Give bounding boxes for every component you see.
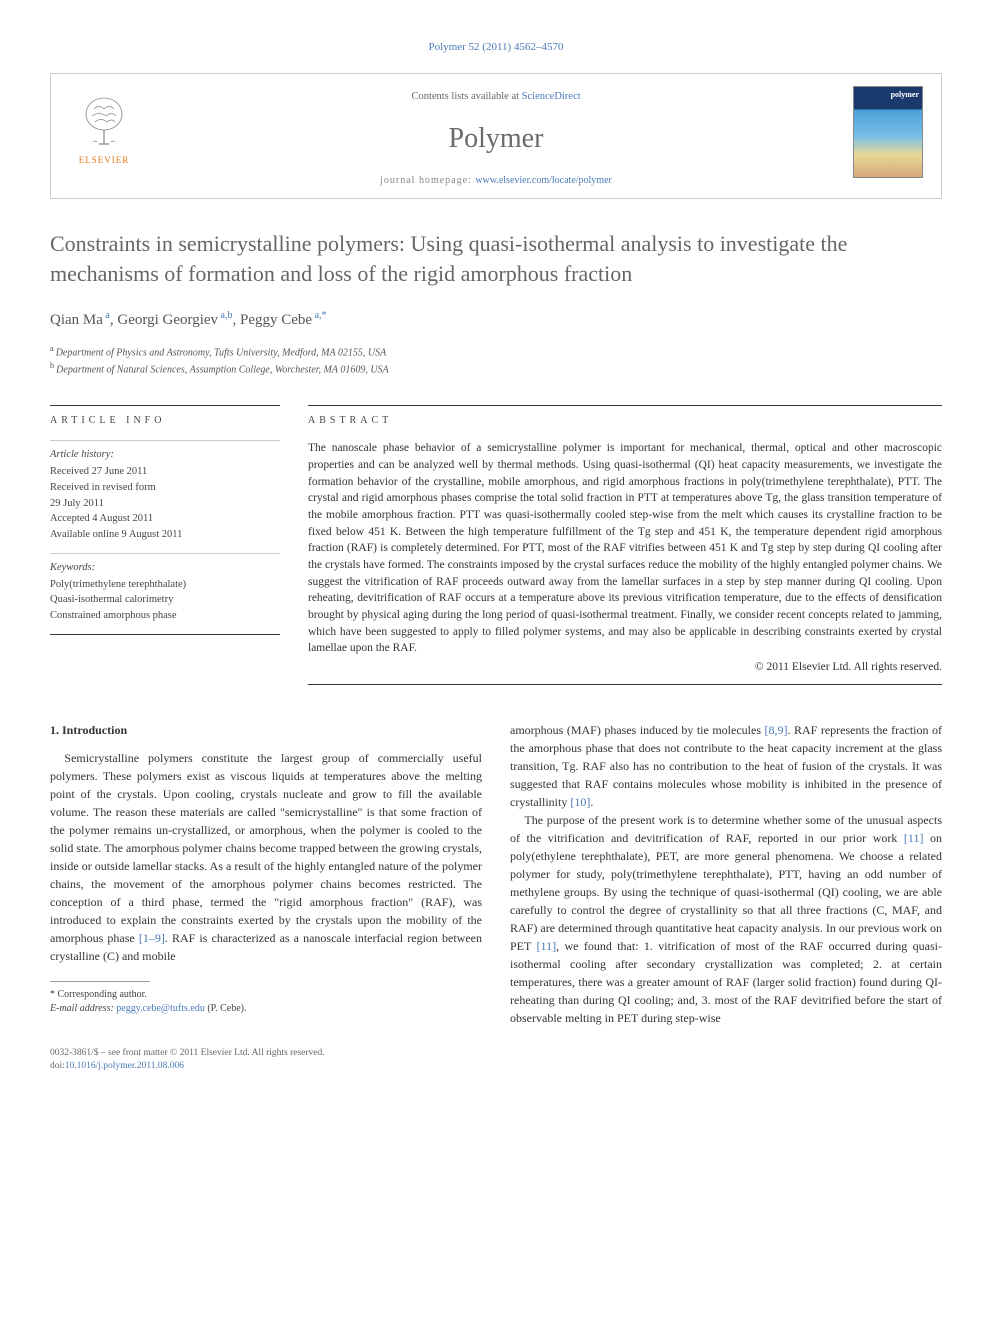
footer-line1: 0032-3861/$ – see front matter © 2011 El… bbox=[50, 1047, 942, 1060]
article-info-column: ARTICLE INFO Article history: Received 2… bbox=[50, 405, 280, 684]
keyword: Quasi-isothermal calorimetry bbox=[50, 592, 280, 608]
section-heading: 1. Introduction bbox=[50, 721, 482, 739]
citation-link[interactable]: Polymer 52 (2011) 4562–4570 bbox=[429, 41, 564, 53]
ref-link-11a[interactable]: [11] bbox=[904, 831, 924, 845]
abstract-column: ABSTRACT The nanoscale phase behavior of… bbox=[308, 405, 942, 684]
journal-cover: polymer bbox=[853, 86, 923, 178]
ref-link-11b[interactable]: [11] bbox=[537, 939, 557, 953]
homepage-link[interactable]: www.elsevier.com/locate/polymer bbox=[475, 175, 612, 186]
article-title: Constraints in semicrystalline polymers:… bbox=[50, 229, 942, 288]
affiliation-a: aDepartment of Physics and Astronomy, Tu… bbox=[50, 343, 942, 360]
history-line: 29 July 2011 bbox=[50, 496, 280, 512]
footnotes: * Corresponding author. E-mail address: … bbox=[50, 988, 482, 1016]
intro-p1-cont: amorphous (MAF) phases induced by tie mo… bbox=[510, 721, 942, 811]
cover-label: polymer bbox=[891, 89, 919, 100]
keywords-block: Keywords: Poly(trimethylene terephthalat… bbox=[50, 553, 280, 635]
history-label: Article history: bbox=[50, 447, 280, 463]
doi-link[interactable]: 10.1016/j.polymer.2011.08.006 bbox=[65, 1061, 184, 1071]
affiliation-b: bDepartment of Natural Sciences, Assumpt… bbox=[50, 360, 942, 377]
article-history: Article history: Received 27 June 2011 R… bbox=[50, 440, 280, 553]
body-col-right: amorphous (MAF) phases induced by tie mo… bbox=[510, 721, 942, 1027]
history-line: Received in revised form bbox=[50, 480, 280, 496]
publisher-logo: ELSEVIER bbox=[69, 86, 139, 166]
publisher-name: ELSEVIER bbox=[79, 154, 130, 167]
body-col-left: 1. Introduction Semicrystalline polymers… bbox=[50, 721, 482, 1027]
history-line: Available online 9 August 2011 bbox=[50, 527, 280, 543]
keyword: Constrained amorphous phase bbox=[50, 608, 280, 624]
abstract-rule bbox=[308, 684, 942, 685]
intro-p2: The purpose of the present work is to de… bbox=[510, 811, 942, 1027]
article-info-label: ARTICLE INFO bbox=[50, 414, 280, 428]
authors: Qian Ma a, Georgi Georgiev a,b, Peggy Ce… bbox=[50, 309, 942, 331]
homepage-line: journal homepage: www.elsevier.com/locat… bbox=[139, 174, 853, 188]
abstract-label: ABSTRACT bbox=[308, 414, 942, 428]
history-line: Accepted 4 August 2011 bbox=[50, 511, 280, 527]
ref-link-1-9[interactable]: [1–9] bbox=[139, 931, 165, 945]
page-footer: 0032-3861/$ – see front matter © 2011 El… bbox=[50, 1047, 942, 1074]
masthead: ELSEVIER Contents lists available at Sci… bbox=[50, 73, 942, 199]
email-line: E-mail address: peggy.cebe@tufts.edu (P.… bbox=[50, 1002, 482, 1016]
ref-link-8-9[interactable]: [8,9] bbox=[765, 723, 788, 737]
keyword: Poly(trimethylene terephthalate) bbox=[50, 577, 280, 593]
elsevier-tree-icon bbox=[79, 94, 129, 152]
intro-p1: Semicrystalline polymers constitute the … bbox=[50, 749, 482, 965]
sciencedirect-link[interactable]: ScienceDirect bbox=[522, 91, 581, 102]
copyright: © 2011 Elsevier Ltd. All rights reserved… bbox=[308, 659, 942, 676]
ref-link-10[interactable]: [10] bbox=[570, 795, 590, 809]
email-link[interactable]: peggy.cebe@tufts.edu bbox=[116, 1003, 205, 1014]
footer-doi: doi:10.1016/j.polymer.2011.08.006 bbox=[50, 1060, 942, 1073]
contents-line: Contents lists available at ScienceDirec… bbox=[139, 90, 853, 105]
header-citation: Polymer 52 (2011) 4562–4570 bbox=[50, 40, 942, 55]
history-line: Received 27 June 2011 bbox=[50, 464, 280, 480]
corresponding-author: * Corresponding author. bbox=[50, 988, 482, 1002]
affiliations: aDepartment of Physics and Astronomy, Tu… bbox=[50, 343, 942, 378]
body-columns: 1. Introduction Semicrystalline polymers… bbox=[50, 721, 942, 1027]
abstract-text: The nanoscale phase behavior of a semicr… bbox=[308, 440, 942, 675]
footnote-separator bbox=[50, 981, 150, 982]
journal-name: Polymer bbox=[139, 119, 853, 158]
keywords-label: Keywords: bbox=[50, 560, 280, 576]
